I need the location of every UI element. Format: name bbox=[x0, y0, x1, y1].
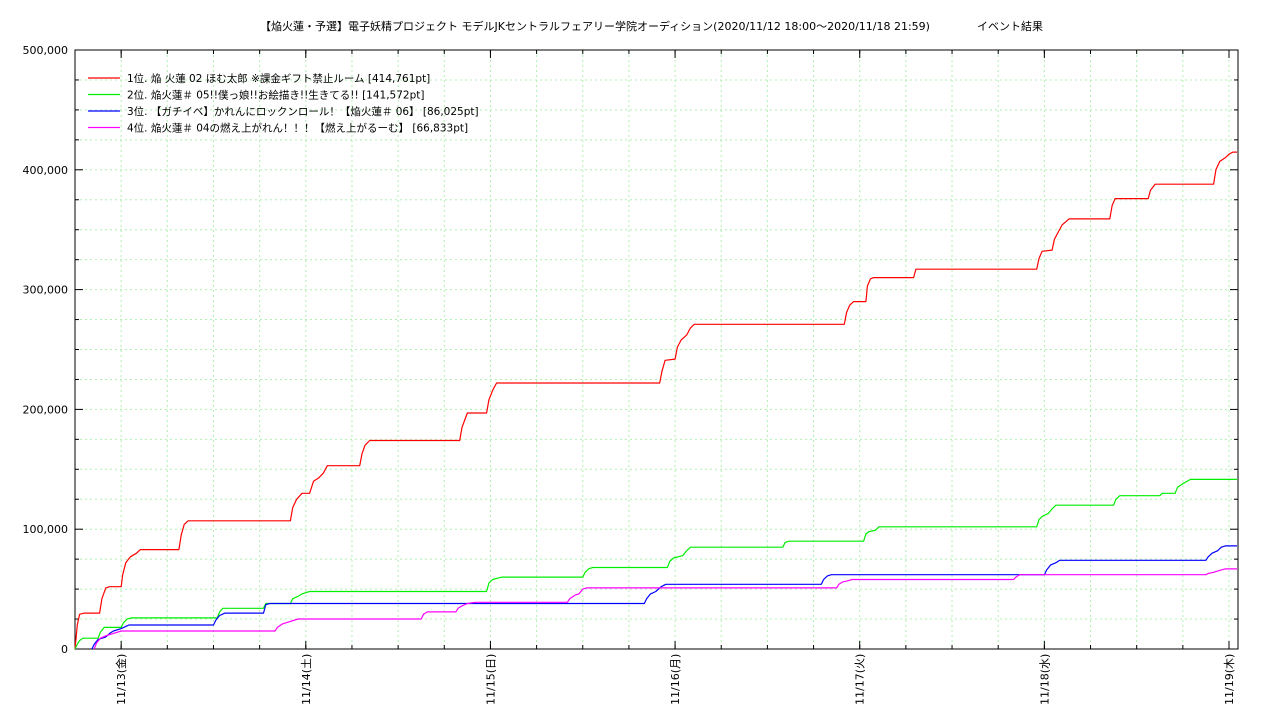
series-line-4 bbox=[93, 568, 1237, 650]
x-tick-label: 11/19(木) bbox=[1223, 654, 1236, 705]
x-tick-label: 11/16(月) bbox=[669, 654, 682, 705]
chart-title: 【焔火蓮・予選】電子妖精プロジェクト モデルJKセントラルフェアリー学院オーディ… bbox=[260, 19, 930, 33]
series-line-3 bbox=[91, 545, 1237, 650]
series-lines bbox=[74, 151, 1237, 650]
y-tick-label: 100,000 bbox=[23, 523, 69, 536]
chart-subtitle: イベント結果 bbox=[977, 19, 1043, 33]
series-line-2 bbox=[74, 478, 1237, 650]
legend-label-3: 3位. 【ガチイベ】かれんにロックンロール！【焔火蓮＃ 06】 [86,025p… bbox=[127, 105, 479, 118]
grid bbox=[75, 50, 1238, 649]
axes: 11/13(金) 11/14(土) 11/15(日) 11/16(月) 11/17(火)… bbox=[23, 44, 1239, 705]
x-tick-label: 11/15(日) bbox=[484, 654, 497, 705]
x-tick-label: 11/13(金) bbox=[114, 654, 128, 705]
y-tick-label: 200,000 bbox=[23, 403, 69, 416]
x-tick-label: 11/17(火) bbox=[854, 654, 867, 705]
series-line-1 bbox=[74, 151, 1237, 650]
legend: 1位. 焔 火蓮 02 ほむ太郎 ※課金ギフト禁止ルーム [414,761pt]… bbox=[88, 72, 479, 135]
y-tick-label: 500,000 bbox=[23, 44, 69, 57]
x-tick-label: 11/18(水) bbox=[1038, 654, 1051, 705]
legend-label-1: 1位. 焔 火蓮 02 ほむ太郎 ※課金ギフト禁止ルーム [414,761pt] bbox=[127, 72, 430, 85]
y-tick-label: 400,000 bbox=[23, 164, 69, 177]
x-tick-label: 11/14(土) bbox=[300, 654, 313, 705]
y-tick-label: 300,000 bbox=[23, 284, 69, 297]
y-tick-label: 0 bbox=[61, 643, 68, 656]
legend-label-2: 2位. 焔火蓮＃ 05!!僕っ娘!!お絵描き!!生きてる!! [141,572p… bbox=[127, 89, 424, 102]
legend-label-4: 4位. 焔火蓮＃ 04の燃え上がれん！！！【燃え上がるーむ】 [66,833pt… bbox=[127, 122, 468, 135]
